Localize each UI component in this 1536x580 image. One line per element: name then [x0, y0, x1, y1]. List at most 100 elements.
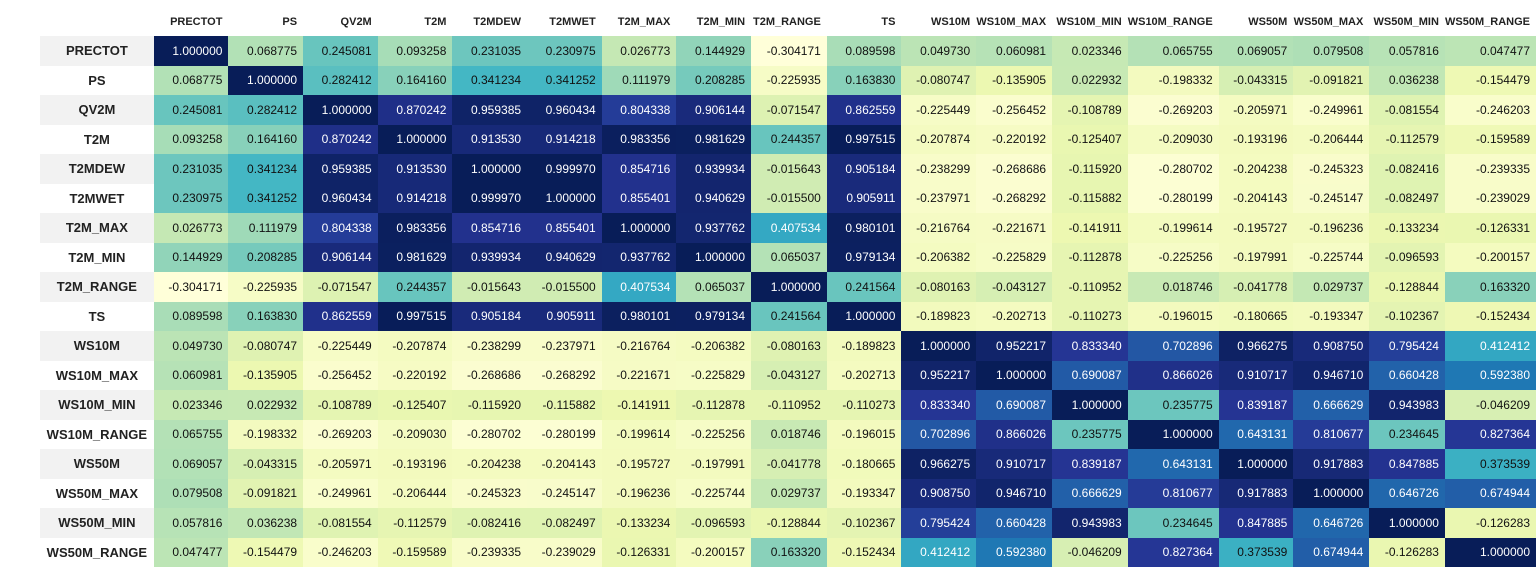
- heatmap-cell: 0.023346: [1052, 36, 1128, 66]
- heatmap-cell: -0.197991: [1218, 242, 1294, 272]
- heatmap-cell: -0.081554: [303, 508, 378, 538]
- heatmap-cell: 0.914218: [527, 124, 602, 154]
- heatmap-cell: -0.199614: [601, 419, 677, 449]
- heatmap-cell: -0.269203: [303, 419, 378, 449]
- heatmap-cell: -0.046209: [1444, 390, 1536, 420]
- heatmap-cell: 0.810677: [1293, 419, 1370, 449]
- heatmap-cell: 0.164160: [228, 124, 304, 154]
- heatmap-cell: -0.245323: [1293, 154, 1370, 184]
- heatmap-cell: -0.246203: [303, 537, 378, 567]
- heatmap-cell: -0.112579: [1369, 124, 1445, 154]
- row-header-t2m: T2M: [40, 124, 154, 154]
- heatmap-cell: -0.198332: [1127, 65, 1219, 95]
- row-header-ws10m-min: WS10M_MIN: [40, 390, 154, 420]
- heatmap-cell: 0.952217: [901, 360, 977, 390]
- heatmap-cell: -0.115882: [527, 390, 602, 420]
- row-header-ws50m-max: WS50M_MAX: [40, 478, 154, 508]
- heatmap-cell: 0.906144: [303, 242, 378, 272]
- heatmap-cell: 0.093258: [377, 36, 453, 66]
- heatmap-cell: -0.193196: [377, 449, 453, 479]
- heatmap-cell: -0.245323: [452, 478, 528, 508]
- table-row: T2M_RANGE -0.304171 -0.225935 -0.071547 0.24…: [40, 272, 1536, 302]
- heatmap-cell: 0.029737: [1293, 272, 1370, 302]
- table-row: TS 0.089598 0.163830 0.862559 0.997515 0.9051…: [40, 301, 1536, 331]
- heatmap-cell: -0.249961: [1293, 95, 1370, 125]
- heatmap-cell: -0.110273: [826, 390, 902, 420]
- row-header-ws50m: WS50M: [40, 449, 154, 479]
- heatmap-cell: -0.268686: [452, 360, 528, 390]
- heatmap-cell: 0.234645: [1127, 508, 1219, 538]
- heatmap-cell: -0.154479: [1444, 65, 1536, 95]
- heatmap-cell: -0.280199: [1127, 183, 1219, 213]
- table-row: WS50M_RANGE 0.047477 -0.154479 -0.246203 -0.…: [40, 537, 1536, 567]
- row-header-t2m-min: T2M_MIN: [40, 242, 154, 272]
- heatmap-cell: -0.043315: [1218, 65, 1294, 95]
- heatmap-cell: -0.202713: [826, 360, 902, 390]
- heatmap-cell: -0.135905: [228, 360, 304, 390]
- heatmap-cell: 0.646726: [1369, 478, 1445, 508]
- heatmap-cell: 0.914218: [377, 183, 453, 213]
- correlation-heatmap-table: PRECTOT PS QV2M T2M T2MDEW T2MWET T2M_MAX T2M_M…: [40, 8, 1536, 567]
- heatmap-cell: -0.080747: [901, 65, 977, 95]
- column-header-t2mdew: T2MDEW: [452, 8, 528, 36]
- heatmap-cell: 0.937762: [676, 213, 752, 243]
- heatmap-cell: 0.839187: [1052, 449, 1128, 479]
- heatmap-cell: 0.940629: [676, 183, 752, 213]
- table-row: QV2M 0.245081 0.282412 1.000000 0.870242 0.95…: [40, 95, 1536, 125]
- heatmap-cell: 0.804338: [303, 213, 378, 243]
- heatmap-cell: 0.049730: [901, 36, 977, 66]
- heatmap-cell: -0.238299: [452, 331, 528, 361]
- heatmap-cell: -0.128844: [751, 508, 827, 538]
- heatmap-cell: -0.195727: [601, 449, 677, 479]
- heatmap-cell: 0.979134: [676, 301, 752, 331]
- column-header-ws50m-range: WS50M_RANGE: [1444, 8, 1536, 36]
- heatmap-cell: -0.141911: [601, 390, 677, 420]
- heatmap-cell: 0.068775: [153, 65, 229, 95]
- row-header-prectot: PRECTOT: [40, 36, 154, 66]
- heatmap-cell: 1.000000: [527, 183, 602, 213]
- heatmap-cell: -0.268686: [976, 154, 1053, 184]
- heatmap-cell: 0.065037: [751, 242, 827, 272]
- column-header-ws10m-min: WS10M_MIN: [1052, 8, 1128, 36]
- heatmap-cell: 1.000000: [228, 65, 304, 95]
- heatmap-cell: 0.646726: [1293, 508, 1370, 538]
- heatmap-cell: 0.999970: [527, 154, 602, 184]
- heatmap-cell: 0.235775: [1052, 419, 1128, 449]
- heatmap-cell: 0.022932: [228, 390, 304, 420]
- heatmap-cell: 0.065037: [676, 272, 752, 302]
- heatmap-cell: -0.220192: [976, 124, 1053, 154]
- heatmap-cell: 0.905184: [826, 154, 902, 184]
- heatmap-cell: 0.079508: [153, 478, 229, 508]
- heatmap-cell: -0.152434: [826, 537, 902, 567]
- heatmap-cell: -0.204143: [527, 449, 602, 479]
- heatmap-cell: -0.071547: [751, 95, 827, 125]
- heatmap-cell: 0.862559: [826, 95, 902, 125]
- heatmap-cell: 0.144929: [153, 242, 229, 272]
- heatmap-cell: 0.163830: [826, 65, 902, 95]
- heatmap-cell: -0.126331: [1444, 213, 1536, 243]
- heatmap-cell: 0.036238: [228, 508, 304, 538]
- heatmap-cell: 0.997515: [377, 301, 453, 331]
- heatmap-cell: 0.866026: [1127, 360, 1219, 390]
- heatmap-cell: -0.204143: [1218, 183, 1294, 213]
- heatmap-cell: -0.200157: [1444, 242, 1536, 272]
- heatmap-cell: -0.081554: [1369, 95, 1445, 125]
- row-header-ws10m: WS10M: [40, 331, 154, 361]
- heatmap-cell: -0.207874: [901, 124, 977, 154]
- heatmap-cell: 0.966275: [1218, 331, 1294, 361]
- heatmap-cell: 0.049730: [153, 331, 229, 361]
- heatmap-cell: -0.249961: [303, 478, 378, 508]
- heatmap-cell: 0.804338: [601, 95, 677, 125]
- heatmap-cell: 0.966275: [901, 449, 977, 479]
- heatmap-cell: -0.225829: [676, 360, 752, 390]
- heatmap-cell: -0.015500: [751, 183, 827, 213]
- heatmap-cell: 0.910717: [976, 449, 1053, 479]
- heatmap-cell: 0.870242: [303, 124, 378, 154]
- table-row: T2M_MAX 0.026773 0.111979 0.804338 0.983356 0…: [40, 213, 1536, 243]
- heatmap-cell: -0.268292: [976, 183, 1053, 213]
- heatmap-cell: -0.193347: [1293, 301, 1370, 331]
- heatmap-cell: -0.159589: [377, 537, 453, 567]
- heatmap-cell: -0.091821: [1293, 65, 1370, 95]
- heatmap-cell: 0.373539: [1218, 537, 1294, 567]
- heatmap-cell: -0.216764: [901, 213, 977, 243]
